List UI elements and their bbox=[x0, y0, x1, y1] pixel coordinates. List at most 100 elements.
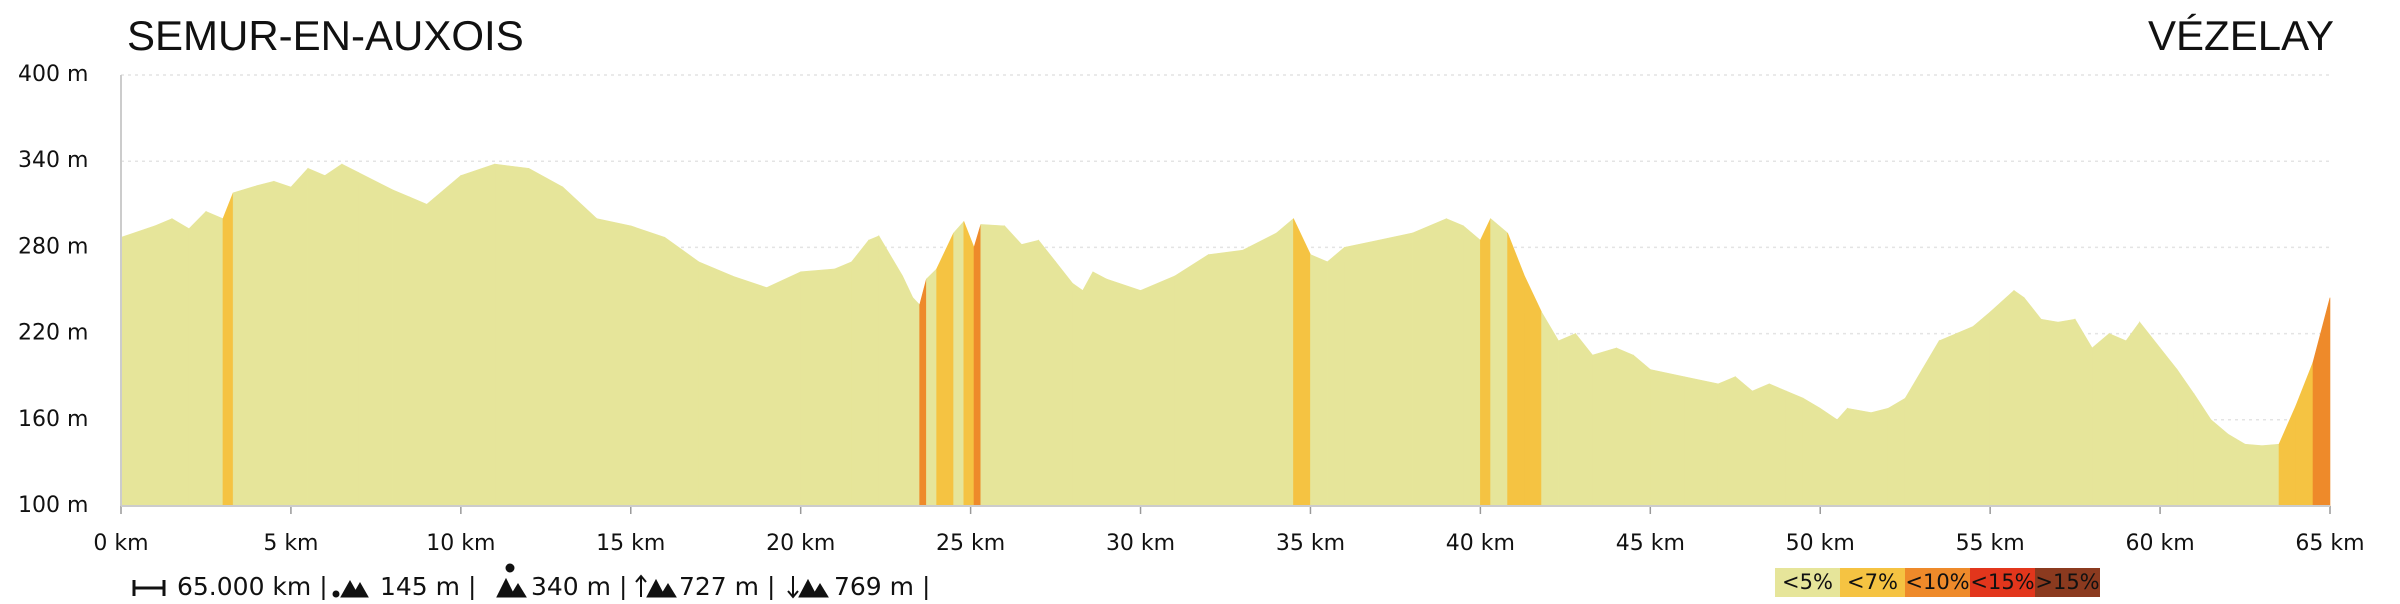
profile-segment bbox=[1717, 376, 1736, 507]
profile-segment bbox=[188, 210, 207, 507]
legend-label: <10% bbox=[1905, 570, 1969, 594]
stats-icons bbox=[132, 563, 829, 599]
profile-segment bbox=[1541, 310, 1559, 507]
profile-segment bbox=[1921, 339, 1940, 507]
legend-swatch bbox=[2035, 568, 2100, 597]
profile-segment bbox=[120, 225, 156, 507]
profile-segment bbox=[1140, 275, 1175, 507]
x-tick-label: 35 km bbox=[1276, 531, 1345, 556]
profile-segment bbox=[1558, 333, 1576, 507]
profile-segment bbox=[664, 236, 700, 507]
profile-segment bbox=[1021, 239, 1039, 507]
profile-segment bbox=[1870, 407, 1889, 507]
x-tick-label: 45 km bbox=[1616, 531, 1685, 556]
profile-segment bbox=[902, 276, 914, 507]
profile-segment bbox=[2139, 321, 2161, 507]
x-tick-label: 20 km bbox=[766, 531, 835, 556]
profile-segment bbox=[1038, 239, 1056, 507]
profile-segment bbox=[912, 296, 920, 507]
profile-segment bbox=[273, 180, 292, 507]
profile-segment bbox=[1092, 271, 1107, 507]
profile-segment bbox=[1592, 347, 1617, 507]
profile-segment bbox=[1412, 218, 1447, 507]
profile-segment bbox=[154, 218, 173, 507]
profile-segment bbox=[630, 225, 666, 507]
x-tick-label: 50 km bbox=[1786, 531, 1855, 556]
profile-segment bbox=[1072, 282, 1084, 507]
profile-segment bbox=[1785, 390, 1804, 507]
x-tick-label: 25 km bbox=[936, 531, 1005, 556]
profile-segment bbox=[1055, 260, 1073, 507]
profile-segment bbox=[2091, 332, 2110, 507]
legend-label: <7% bbox=[1847, 570, 1898, 594]
y-tick-label: 400 m bbox=[18, 62, 88, 87]
profile-segment bbox=[926, 268, 937, 507]
profile-segment bbox=[1242, 232, 1277, 507]
legend-swatch bbox=[1775, 568, 1840, 597]
x-tick-label: 60 km bbox=[2125, 531, 2194, 556]
profile-segment bbox=[596, 218, 632, 507]
stat-text: 340 m | bbox=[531, 572, 627, 600]
y-tick-label: 220 m bbox=[18, 321, 88, 346]
profile-segment bbox=[919, 278, 927, 507]
profile-segment bbox=[1276, 218, 1294, 507]
profile-segment bbox=[2244, 443, 2263, 507]
profile-segment bbox=[2023, 296, 2042, 507]
profile-segment bbox=[1293, 218, 1311, 507]
x-tick-label: 15 km bbox=[596, 531, 665, 556]
profile-segment bbox=[409, 196, 428, 507]
profile-segment bbox=[2295, 362, 2314, 507]
profile-segment bbox=[1507, 232, 1525, 507]
stat-text: 145 m | bbox=[380, 572, 476, 600]
legend-swatch bbox=[1840, 568, 1905, 597]
profile-segment bbox=[1106, 278, 1141, 507]
profile-segment bbox=[2159, 347, 2178, 507]
profile-segment bbox=[868, 235, 880, 507]
x-tick-label: 10 km bbox=[426, 531, 495, 556]
plot bbox=[120, 74, 2331, 507]
x-tick-label: 5 km bbox=[263, 531, 318, 556]
profile-segment bbox=[1768, 383, 1787, 507]
title-end: VÉZELAY bbox=[2148, 12, 2334, 59]
profile-segment bbox=[2108, 333, 2127, 507]
profile-segment bbox=[205, 211, 224, 507]
legend-swatch bbox=[1905, 568, 1970, 597]
profile-segment bbox=[1887, 397, 1906, 507]
x-tick-label: 40 km bbox=[1446, 531, 1515, 556]
profile-segment bbox=[2210, 419, 2229, 507]
stat-text: 727 m | bbox=[679, 572, 775, 600]
y-tick-label: 280 m bbox=[18, 234, 88, 259]
profile-segment bbox=[1633, 354, 1651, 507]
profile-segment bbox=[2227, 433, 2246, 507]
profile-segment bbox=[426, 189, 445, 507]
profile-segment bbox=[1683, 376, 1719, 507]
profile-segment bbox=[324, 163, 343, 507]
profile-segment bbox=[1208, 249, 1243, 507]
profile-segment bbox=[1310, 254, 1328, 507]
profile-segment bbox=[973, 224, 982, 507]
profile-segment bbox=[1904, 368, 1923, 507]
profile-segment bbox=[1972, 311, 1991, 507]
stat-text: 65.000 km | bbox=[177, 572, 328, 600]
profile-segment bbox=[1836, 407, 1848, 507]
profile-segment bbox=[562, 186, 598, 507]
y-tick-label: 100 m bbox=[18, 493, 88, 518]
profile-segment bbox=[698, 261, 734, 507]
profile-segment bbox=[1847, 407, 1872, 507]
profile-segment bbox=[878, 234, 903, 507]
legend-label: >15% bbox=[2035, 570, 2099, 594]
profile-segment bbox=[1802, 397, 1821, 507]
title-start: SEMUR-EN-AUXOIS bbox=[127, 12, 524, 59]
profile-segment bbox=[1004, 225, 1022, 507]
profile-segment bbox=[171, 218, 190, 507]
x-tick-label: 55 km bbox=[1956, 531, 2025, 556]
profile-segment bbox=[2261, 443, 2280, 507]
profile-segment bbox=[2125, 321, 2140, 507]
profile-segment bbox=[1575, 332, 1593, 507]
legend-swatch bbox=[1970, 568, 2035, 597]
x-tick-label: 0 km bbox=[93, 531, 148, 556]
profile-segment bbox=[834, 261, 852, 507]
profile-segment bbox=[1378, 232, 1413, 507]
profile-segment bbox=[358, 172, 394, 507]
